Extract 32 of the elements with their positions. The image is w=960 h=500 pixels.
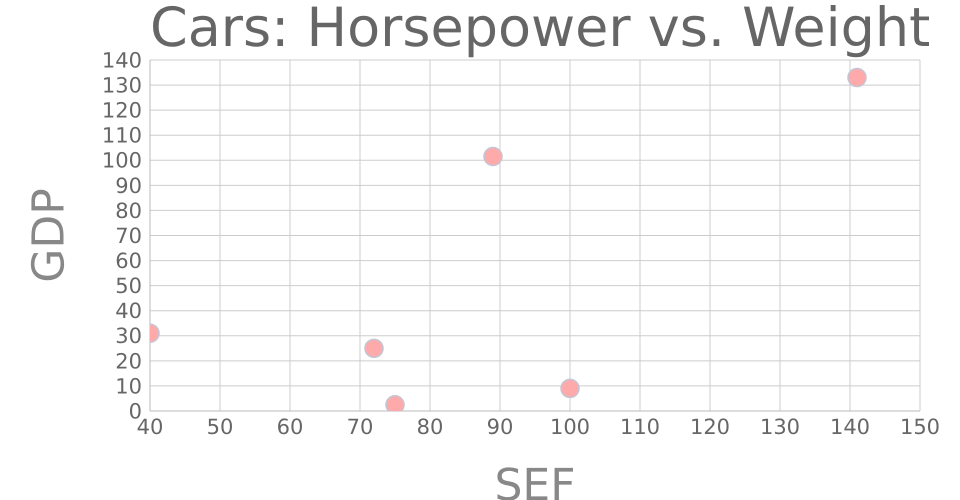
- x-tick-label: 60: [276, 414, 304, 439]
- y-tick-label: 110: [102, 124, 142, 148]
- y-tick-label: 0: [128, 399, 142, 424]
- x-tick-label: 50: [206, 414, 234, 439]
- y-tick-label: 20: [115, 349, 142, 374]
- x-tick-label: 90: [486, 414, 514, 439]
- x-tick-label: 150: [900, 414, 940, 439]
- y-tick-label: 100: [102, 148, 142, 173]
- y-tick-label: 60: [115, 249, 142, 274]
- y-axis-title: GDP: [24, 188, 75, 283]
- point: [364, 338, 384, 358]
- x-tick-label: 120: [690, 414, 730, 439]
- y-tick-label: 50: [115, 274, 142, 298]
- point: [560, 378, 580, 398]
- x-tick-label: 100: [550, 414, 590, 439]
- x-tick-label: 140: [830, 414, 870, 439]
- x-tick-label: 130: [760, 414, 800, 439]
- x-tick-label: 70: [346, 414, 374, 439]
- x-tick-label: 110: [620, 414, 660, 439]
- y-tick-label: 130: [102, 74, 142, 98]
- y-tick-label: 40: [115, 299, 142, 324]
- x-tick-label: 80: [416, 414, 444, 439]
- y-tick-label: 70: [115, 224, 142, 248]
- y-tick-label: 30: [115, 324, 142, 348]
- y-tick-label: 10: [115, 374, 142, 398]
- point: [483, 146, 503, 166]
- chart-title: Cars: Horsepower vs. Weight: [150, 0, 930, 59]
- y-tick-label: 90: [115, 174, 142, 198]
- point: [847, 68, 867, 88]
- y-tick-label: 80: [115, 198, 142, 223]
- y-tick-label: 140: [102, 48, 142, 72]
- y-tick-label: 120: [102, 98, 142, 123]
